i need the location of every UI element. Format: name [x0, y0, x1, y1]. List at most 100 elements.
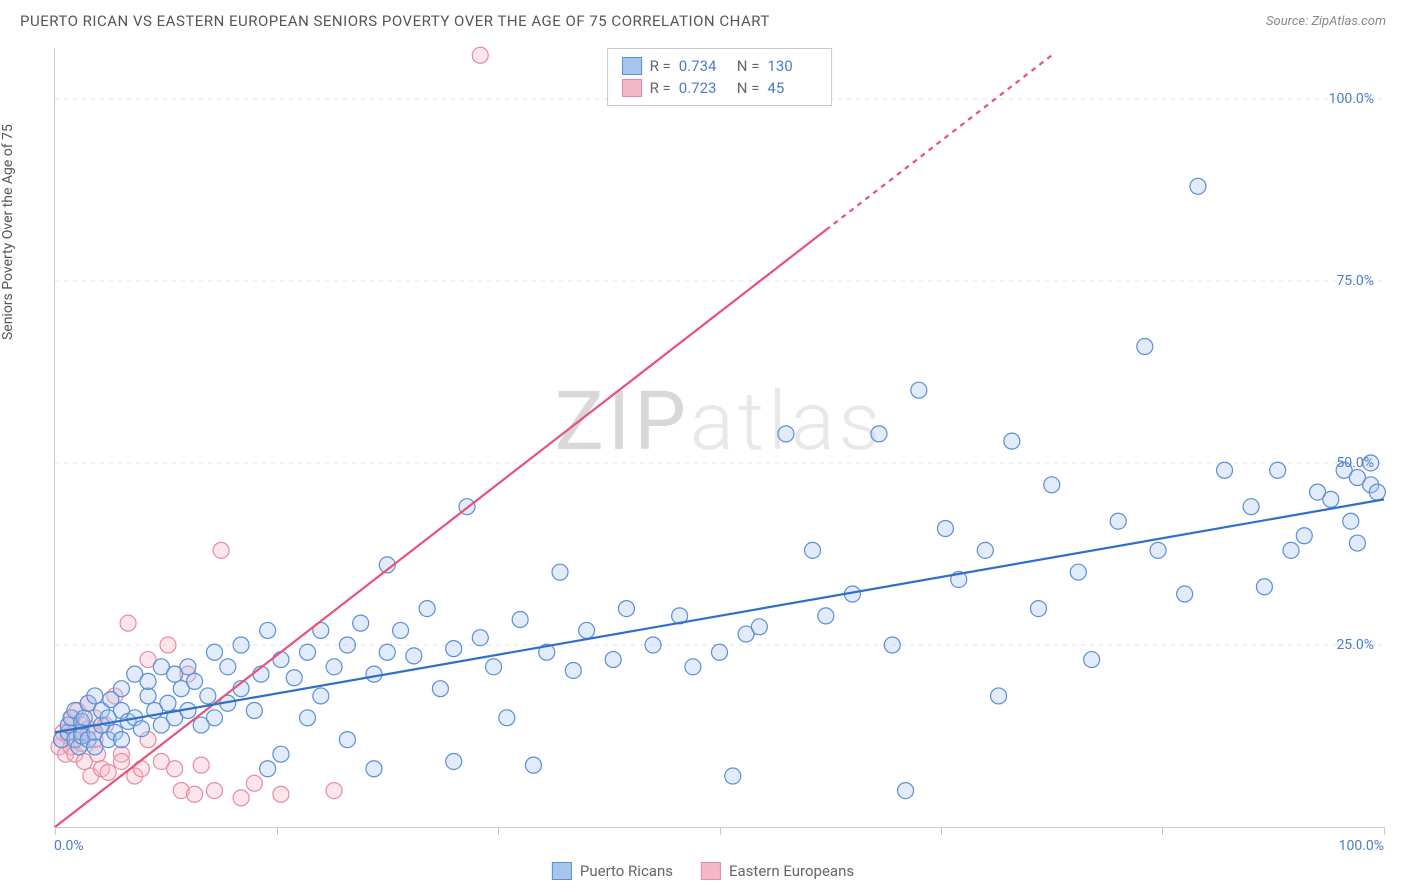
series-a-point	[977, 542, 993, 558]
series-a-point	[1349, 535, 1365, 551]
series-a-point	[419, 601, 435, 617]
x-tick	[1162, 827, 1163, 835]
series-a-point	[818, 608, 834, 624]
series-a-point	[512, 612, 528, 628]
series-a-point	[76, 710, 92, 726]
trend-line	[826, 55, 1052, 230]
series-a-point	[1177, 586, 1193, 602]
series-a-name: Puerto Ricans	[580, 862, 673, 880]
series-a-point	[140, 673, 156, 689]
series-a-point	[260, 761, 276, 777]
chart-header: PUERTO RICAN VS EASTERN EUROPEAN SENIORS…	[0, 0, 1406, 38]
series-a-point	[339, 637, 355, 653]
n-value-a: 130	[767, 57, 817, 75]
scatter-svg	[55, 48, 1384, 827]
r-value-b: 0.723	[679, 79, 729, 97]
series-a-point	[685, 659, 701, 675]
n-label-a: N =	[737, 57, 760, 75]
series-a-point	[160, 695, 176, 711]
n-value-b: 45	[767, 79, 817, 97]
y-axis-title: Seniors Poverty Over the Age of 75	[0, 124, 16, 340]
x-tick	[941, 827, 942, 835]
series-a-point	[884, 637, 900, 653]
plot-area: ZIPatlas R = 0.734 N = 130 R = 0.723 N =…	[54, 48, 1384, 828]
series-a-point	[1343, 513, 1359, 529]
x-axis-max-label: 100.0%	[1339, 838, 1384, 854]
series-b-point	[167, 761, 183, 777]
series-b-point	[246, 775, 262, 791]
source-value: ZipAtlas.com	[1311, 14, 1386, 29]
series-a-point	[300, 644, 316, 660]
series-a-point	[1070, 564, 1086, 580]
x-tick	[55, 827, 56, 835]
r-value-a: 0.734	[679, 57, 729, 75]
series-a-point	[366, 666, 382, 682]
series-a-point	[140, 688, 156, 704]
series-a-point	[1270, 462, 1286, 478]
r-label-a: R =	[650, 57, 671, 75]
series-a-point	[233, 637, 249, 653]
series-a-point	[618, 601, 634, 617]
series-a-point	[1296, 528, 1312, 544]
series-a-point	[180, 659, 196, 675]
series-a-point	[937, 521, 953, 537]
series-a-point	[353, 615, 369, 631]
series-a-point	[313, 688, 329, 704]
series-a-point	[339, 732, 355, 748]
series-b-name: Eastern Europeans	[729, 862, 854, 880]
series-a-point	[1283, 542, 1299, 558]
series-a-point	[525, 757, 541, 773]
source-label: Source:	[1266, 14, 1308, 29]
series-a-point	[1217, 462, 1233, 478]
series-a-point	[565, 662, 581, 678]
chart-title: PUERTO RICAN VS EASTERN EUROPEAN SENIORS…	[20, 12, 770, 30]
series-a-point	[393, 622, 409, 638]
series-a-point	[113, 681, 129, 697]
y-tick-label: 100.0%	[1329, 91, 1374, 107]
series-a-point	[486, 659, 502, 675]
series-a-point	[246, 703, 262, 719]
series-a-point	[1110, 513, 1126, 529]
y-tick-label: 75.0%	[1336, 273, 1374, 289]
x-tick	[498, 827, 499, 835]
series-a-point	[113, 732, 129, 748]
series-b-point	[113, 753, 129, 769]
series-a-point	[552, 564, 568, 580]
series-a-point	[206, 644, 222, 660]
series-a-point	[1044, 477, 1060, 493]
x-tick	[1384, 827, 1385, 835]
series-a-point	[366, 761, 382, 777]
series-a-point	[446, 641, 462, 657]
series-a-point	[1030, 601, 1046, 617]
legend-item-b: Eastern Europeans	[701, 862, 854, 880]
series-a-point	[1369, 484, 1385, 500]
series-a-point	[326, 659, 342, 675]
series-a-point	[200, 688, 216, 704]
series-a-point	[751, 619, 767, 635]
r-label-b: R =	[650, 79, 671, 97]
series-a-point	[286, 670, 302, 686]
series-b-point	[193, 757, 209, 773]
series-a-point	[273, 652, 289, 668]
series-a-point	[273, 746, 289, 762]
series-a-point	[472, 630, 488, 646]
x-tick	[277, 827, 278, 835]
series-a-point	[206, 710, 222, 726]
series-a-point	[712, 644, 728, 660]
series-a-point	[778, 426, 794, 442]
series-b-point	[273, 786, 289, 802]
series-a-point	[499, 710, 515, 726]
legend-row-a: R = 0.734 N = 130	[622, 55, 818, 77]
series-a-point	[605, 652, 621, 668]
series-a-point	[300, 710, 316, 726]
n-label-b: N =	[737, 79, 760, 97]
series-a-point	[725, 768, 741, 784]
series-a-point	[446, 753, 462, 769]
series-b-point	[160, 637, 176, 653]
series-a-point	[579, 622, 595, 638]
series-a-point	[1137, 338, 1153, 354]
x-tick	[720, 827, 721, 835]
series-a-point	[898, 783, 914, 799]
series-a-point	[1256, 579, 1272, 595]
series-a-point	[187, 673, 203, 689]
